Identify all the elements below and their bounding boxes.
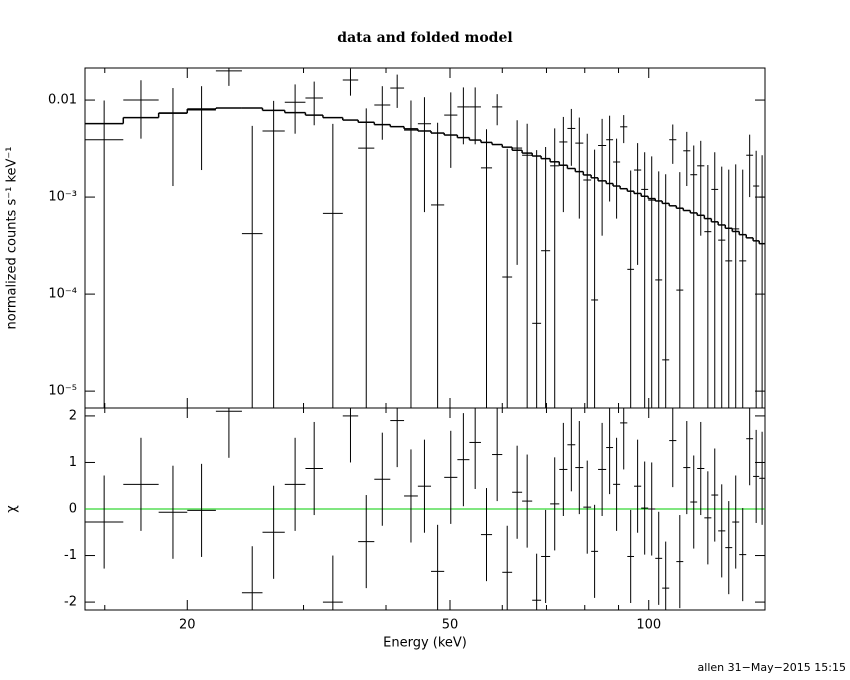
y-tick-label: 2 [69,408,77,423]
y-axis-label: normalized counts s⁻¹ keV⁻¹ [5,147,20,330]
y-tick-label: 10⁻⁵ [48,384,77,399]
x-tick-label: 20 [179,618,196,633]
chart-title: data and folded model [337,30,512,46]
y-tick-label: 10⁻⁴ [48,287,77,302]
y-axis-label: χ [5,505,20,513]
x-axis-label: Energy (keV) [383,636,467,651]
y-tick-label: -2 [64,595,77,610]
y-tick-label: 0 [69,502,77,517]
x-tick-label: 50 [442,618,459,633]
x-tick-label: 100 [636,618,661,633]
plot-area [85,408,765,610]
footer: allen 31−May−2015 15:15 [698,661,846,674]
plot-area [85,68,765,408]
y-tick-label: 1 [69,455,77,470]
y-tick-label: 0.01 [48,93,77,108]
y-tick-label: 10⁻³ [48,190,77,205]
y-tick-label: -1 [64,548,77,563]
